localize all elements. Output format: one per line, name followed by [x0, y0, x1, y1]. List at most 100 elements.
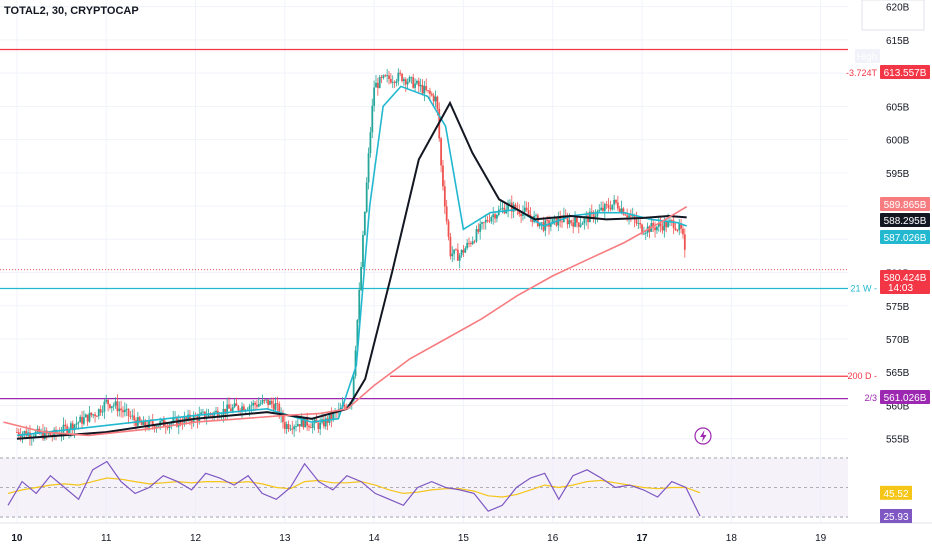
candle-body [16, 432, 18, 433]
candle-body [317, 422, 320, 429]
candle-body [146, 426, 149, 428]
candle-body [496, 214, 498, 219]
candle-body [83, 417, 85, 424]
candle-body [618, 208, 621, 212]
candle-body [637, 223, 640, 224]
candle-body [626, 215, 629, 218]
candle-body [509, 202, 511, 204]
candle-body [639, 223, 642, 225]
horizontal-lines [0, 48, 848, 400]
candle-body [235, 403, 238, 406]
candle-body [332, 413, 335, 420]
candle-body [127, 408, 130, 417]
candle-body [86, 414, 89, 422]
candle-body [77, 422, 80, 424]
candle-body [622, 208, 625, 215]
candle-body [401, 73, 403, 82]
candle-body [587, 215, 589, 223]
candle-body [596, 211, 599, 217]
candle-body [577, 222, 580, 227]
candle-body [669, 220, 671, 222]
candle-body [69, 423, 72, 430]
candle-body [546, 220, 549, 222]
candle-body [667, 221, 669, 228]
rsi-tag-value: 25.93 [883, 512, 908, 523]
price-tag-value: 613.557B [884, 68, 927, 79]
candle-body [423, 85, 426, 94]
rsi-pane: 75.0050.00 [0, 454, 911, 518]
candle-body [157, 425, 160, 427]
candle-body [75, 423, 78, 425]
candle-body [536, 215, 539, 227]
candle-body [49, 433, 52, 436]
price-tag [880, 213, 930, 227]
candle-body [490, 216, 493, 222]
candle-body [287, 424, 290, 430]
candle-body [25, 431, 28, 436]
rsi-tag [880, 485, 912, 500]
candle-body [97, 409, 100, 417]
candle-body [514, 204, 517, 210]
candle-body [427, 90, 429, 91]
candle-body [419, 84, 422, 87]
candle-body [129, 416, 132, 417]
candle-body [274, 403, 277, 410]
label-bg [855, 49, 880, 63]
candle-body [109, 404, 111, 408]
replay-lightning-icon[interactable] [694, 427, 712, 445]
candle-body [663, 221, 666, 231]
price-tag-label: 2/3 [864, 393, 877, 403]
candle-body [259, 403, 262, 405]
candle-body [68, 429, 70, 433]
price-tag-value: 589.865B [884, 200, 927, 211]
price-tag [880, 270, 930, 294]
candle-body [170, 422, 173, 425]
candle-body [177, 419, 180, 427]
candle-body [43, 430, 46, 439]
y-tick-label: 605B [886, 102, 910, 113]
candle-body [233, 403, 236, 408]
candle-body [105, 399, 108, 402]
candle-body [611, 204, 614, 210]
candle-body [250, 405, 253, 407]
candle-body [367, 153, 370, 183]
candle-body [103, 401, 106, 412]
line-label: 21 W - [850, 283, 877, 293]
candle-body [308, 425, 310, 428]
price-tag [880, 230, 930, 244]
candle-body [447, 221, 450, 237]
candle-body [425, 85, 428, 91]
candle-body [254, 402, 256, 405]
candle-body [434, 96, 437, 102]
candle-body [462, 249, 465, 253]
candle-body [88, 412, 91, 422]
candle-body [125, 408, 128, 410]
rsi-band [0, 457, 848, 518]
candle-body [568, 220, 571, 225]
candle-body [263, 399, 266, 401]
candle-body [613, 199, 616, 205]
candle-body [190, 420, 193, 423]
candle-body [579, 224, 582, 227]
candle-body [520, 214, 523, 217]
candle-body [641, 224, 643, 234]
x-tick-label: 17 [636, 533, 648, 544]
x-tick-label: 10 [11, 533, 23, 544]
candle-body [479, 223, 482, 232]
candle-body [581, 223, 584, 225]
candle-body [92, 414, 95, 416]
candle-body [410, 77, 413, 79]
candle-body [358, 289, 361, 320]
candle-body [354, 350, 357, 376]
candle-body [71, 423, 74, 431]
candle-body [507, 203, 509, 210]
price-tag [880, 197, 930, 211]
candle-body [624, 214, 627, 216]
moving-averages [3, 85, 688, 440]
candle-body [243, 406, 245, 411]
candle-body [81, 416, 83, 424]
candle-body [661, 226, 664, 231]
candle-body [429, 90, 431, 94]
candle-body [123, 409, 126, 413]
